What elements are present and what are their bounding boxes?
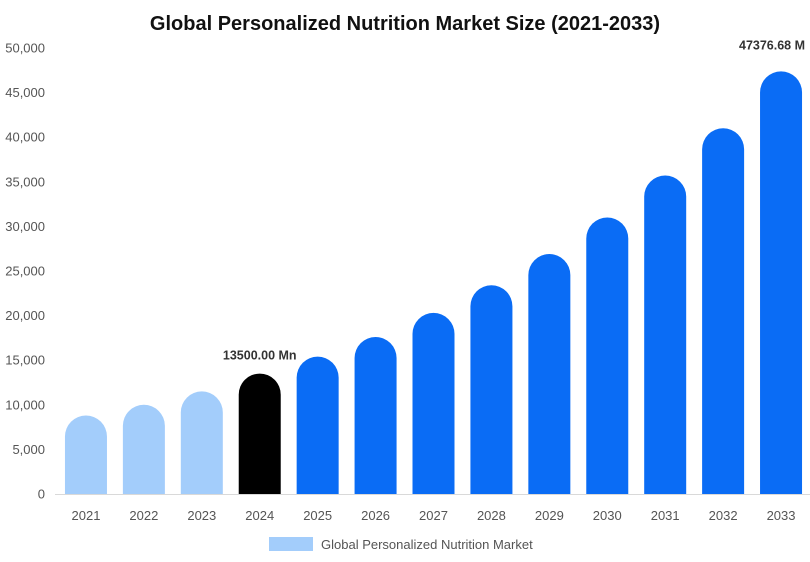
x-tick-label: 2028: [477, 508, 506, 523]
y-tick-label: 50,000: [5, 41, 45, 56]
x-tick-label: 2031: [651, 508, 680, 523]
y-tick-label: 10,000: [5, 397, 45, 412]
bar-2027: [412, 312, 455, 494]
y-tick-label: 0: [38, 487, 45, 502]
chart-title: Global Personalized Nutrition Market Siz…: [150, 13, 660, 35]
x-tick-label: 2032: [709, 508, 738, 523]
x-tick-label: 2029: [535, 508, 564, 523]
y-tick-label: 40,000: [5, 130, 45, 145]
x-tick-label: 2026: [361, 508, 390, 523]
y-tick-label: 15,000: [5, 353, 45, 368]
x-tick-label: 2021: [72, 508, 101, 523]
x-tick-label: 2033: [767, 508, 796, 523]
data-labels: 13500.00 Mn 47376.68 M: [223, 38, 805, 362]
y-tick-label: 35,000: [5, 174, 45, 189]
x-axis: 2021 2022 2023 2024 2025 2026 2027 2028 2029 2030…: [72, 508, 796, 523]
y-tick-label: 25,000: [5, 264, 45, 279]
y-axis: 0 5,000 10,000 15,000 20,000 25,000 30,000 35,0…: [5, 41, 45, 502]
bars: [64, 71, 803, 494]
legend-swatch: [269, 537, 313, 551]
data-label: 13500.00 Mn: [223, 349, 297, 363]
x-tick-label: 2030: [593, 508, 622, 523]
bar-2029: [528, 254, 571, 494]
bar-2022: [122, 404, 165, 494]
x-tick-label: 2022: [129, 508, 158, 523]
x-tick-label: 2023: [187, 508, 216, 523]
bar-2025: [296, 356, 339, 494]
bar-2026: [354, 337, 397, 494]
bar-2028: [470, 285, 513, 494]
x-tick-label: 2025: [303, 508, 332, 523]
bar-2033: [760, 71, 803, 494]
y-tick-label: 30,000: [5, 219, 45, 234]
y-tick-label: 20,000: [5, 308, 45, 323]
bar-2031: [644, 175, 687, 494]
bar-2030: [586, 217, 629, 494]
bar-2023: [180, 391, 223, 494]
bar-2032: [702, 128, 745, 494]
y-tick-label: 45,000: [5, 85, 45, 100]
x-tick-label: 2027: [419, 508, 448, 523]
legend: Global Personalized Nutrition Market: [269, 537, 533, 552]
legend-label: Global Personalized Nutrition Market: [321, 537, 533, 552]
x-tick-label: 2024: [245, 508, 274, 523]
data-label: 47376.68 M: [739, 38, 805, 52]
bar-2021: [64, 415, 107, 494]
y-tick-label: 5,000: [12, 442, 45, 457]
bar-2024: [238, 373, 281, 494]
